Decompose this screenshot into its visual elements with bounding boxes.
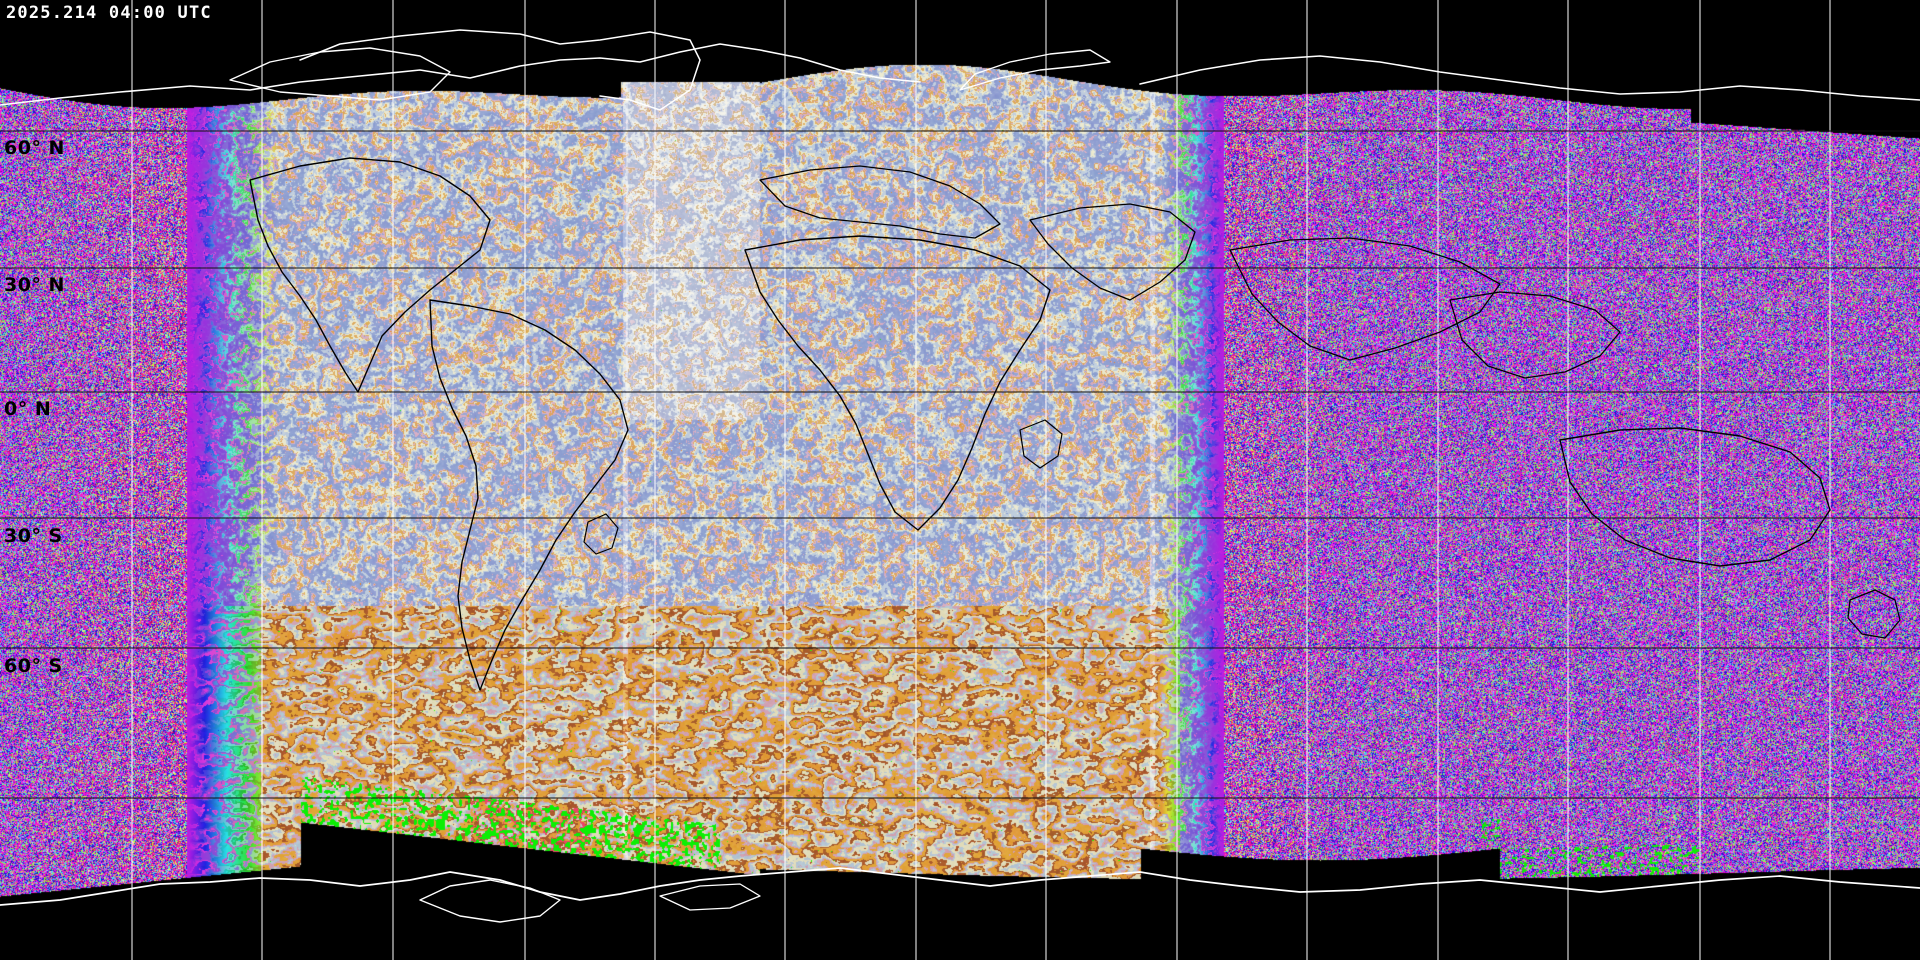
latitude-label-lat-30n: 30° N [4,274,65,296]
timestamp-label: 2025.214 04:00 UTC [6,3,212,23]
latitude-label-lat-0n: 0° N [4,398,52,420]
latitude-label-lat-30s: 30° S [4,525,63,547]
latitude-label-lat-60n: 60° N [4,137,65,159]
latitude-label-lat-60s: 60° S [4,655,63,677]
